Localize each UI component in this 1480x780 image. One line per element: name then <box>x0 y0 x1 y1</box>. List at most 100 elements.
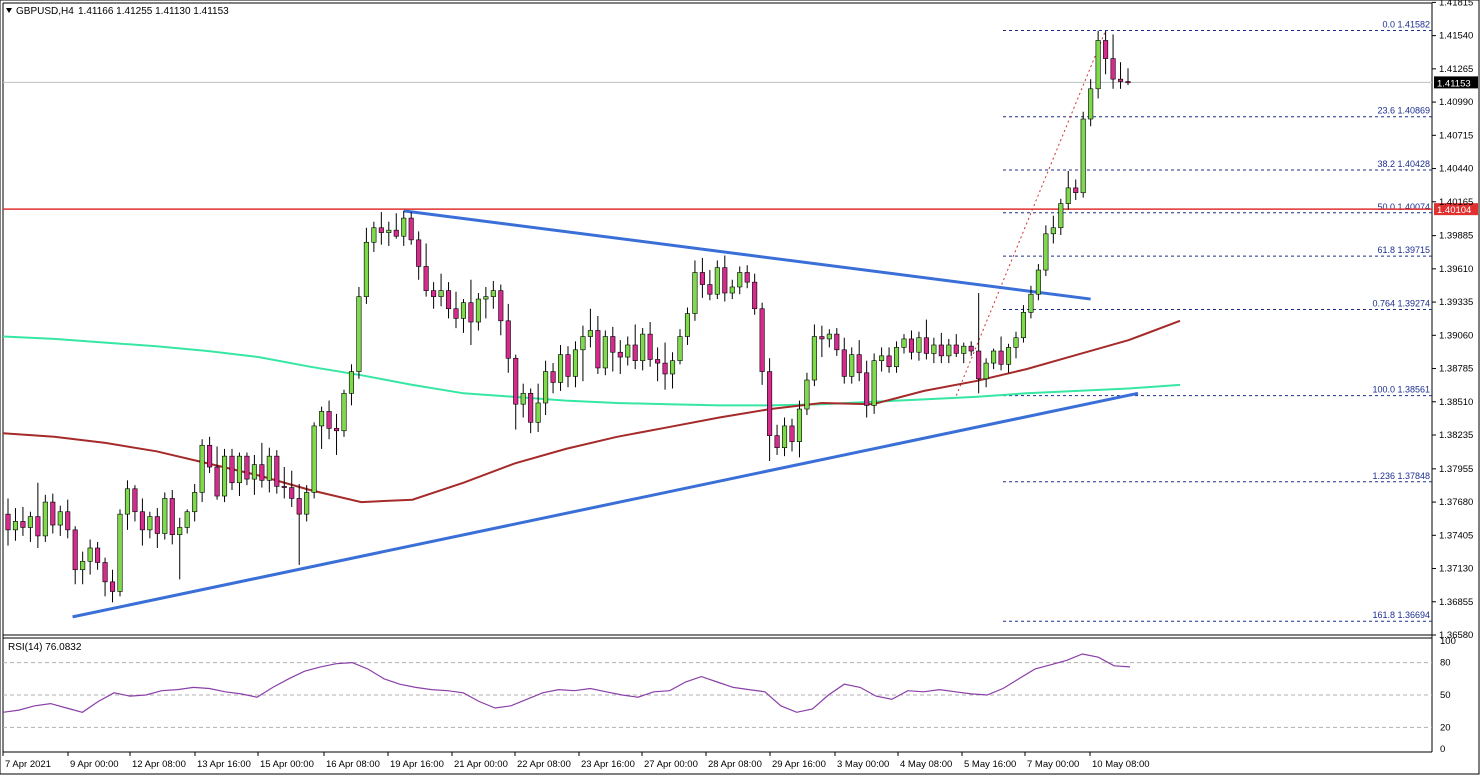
candle <box>333 413 340 455</box>
candlesticks <box>5 30 1131 603</box>
time-tick-label: 16 Apr 08:00 <box>326 759 380 770</box>
candle <box>251 454 257 495</box>
candle <box>1028 285 1034 319</box>
price-tick-label: 1.41815 <box>1439 0 1473 8</box>
candle <box>871 353 877 414</box>
candle-body <box>796 408 803 442</box>
candle <box>341 389 347 437</box>
candle <box>759 302 765 385</box>
fibonacci-levels: 0.0 1.41582 23.6 1.40869 38.2 1.40428 50.0 … <box>955 20 1432 622</box>
candle <box>677 329 683 365</box>
candle <box>35 482 41 548</box>
candle-body <box>199 444 205 493</box>
candle <box>968 341 974 356</box>
price-axis: 1.41815 1.41540 1.41265 1.40990 1.40715 1.404… <box>1432 0 1473 641</box>
candle <box>1073 179 1079 200</box>
candle-body <box>1058 203 1064 229</box>
candle <box>535 383 541 432</box>
candle <box>393 213 399 239</box>
candle-body <box>879 355 885 361</box>
candle-body <box>27 516 33 528</box>
candle-body <box>139 511 145 531</box>
candle-body <box>453 308 459 319</box>
candle-body <box>1125 81 1131 84</box>
candle <box>1005 343 1012 373</box>
candle <box>789 418 795 452</box>
candle <box>1043 225 1049 277</box>
candle <box>849 347 855 384</box>
candle-body <box>57 511 63 526</box>
candle-body <box>961 345 967 354</box>
candle <box>834 328 840 356</box>
candle-body <box>490 290 496 297</box>
candle-body <box>587 330 593 337</box>
candle-body <box>483 296 489 300</box>
candle <box>826 329 832 348</box>
candle-body <box>1103 40 1109 59</box>
candle-body <box>632 344 638 361</box>
candle <box>819 325 825 358</box>
candle <box>117 509 123 597</box>
candle <box>580 325 586 382</box>
candle <box>879 347 885 372</box>
collapse-triangle-icon <box>6 8 12 13</box>
fib-level-label: 23.6 1.40869 <box>1377 106 1430 116</box>
candle-body <box>87 547 93 562</box>
candle <box>363 227 369 304</box>
candle-body <box>684 313 691 337</box>
candle-body <box>12 521 19 531</box>
symbol-timeframe: GBPUSD,H4 <box>16 6 74 17</box>
time-tick-label: 19 Apr 16:00 <box>390 759 444 770</box>
time-tick-label: 23 Apr 16:00 <box>581 759 635 770</box>
candle-body <box>931 344 937 354</box>
candle-body <box>341 393 347 432</box>
candle-body <box>371 227 377 243</box>
candle <box>991 348 997 370</box>
candle-body <box>65 511 71 531</box>
price-tick-label: 1.36580 <box>1439 630 1473 641</box>
price-tick-label: 1.39060 <box>1439 330 1473 341</box>
candle <box>319 406 325 449</box>
candle <box>557 344 564 391</box>
candle <box>513 354 519 430</box>
candle <box>595 315 601 374</box>
candle <box>699 257 705 298</box>
candle-body <box>557 354 564 383</box>
candle <box>20 506 26 536</box>
candle <box>169 489 175 545</box>
candle <box>938 332 944 364</box>
candle-body <box>789 425 795 442</box>
candle <box>483 286 489 319</box>
candle <box>326 400 332 440</box>
candle-body <box>319 411 325 427</box>
candle <box>348 364 355 406</box>
time-tick-label: 28 Apr 08:00 <box>708 759 762 770</box>
candle-body <box>214 466 220 497</box>
candle-body <box>102 562 108 583</box>
candle-body <box>1035 269 1041 295</box>
candle <box>669 352 676 389</box>
rising-trendline <box>72 391 1139 619</box>
candle <box>856 340 862 382</box>
rsi-level-label: 20 <box>1440 722 1451 733</box>
fib-level-label: 0.764 1.39274 <box>1372 298 1430 308</box>
candle-body <box>998 350 1004 365</box>
candle <box>1080 111 1086 198</box>
candle <box>916 331 922 361</box>
candle <box>266 447 272 493</box>
falling-trendline <box>403 209 1091 301</box>
candle-body <box>229 455 235 484</box>
candle <box>998 336 1004 371</box>
candle-body <box>296 498 302 515</box>
candle <box>729 279 735 300</box>
resistance-price-label: 1.40104 <box>1437 205 1471 216</box>
candle-body <box>401 217 407 237</box>
candle <box>401 210 407 246</box>
candle-body <box>938 344 944 357</box>
candle-body <box>602 336 608 369</box>
candle <box>901 334 907 354</box>
candle <box>1058 198 1064 236</box>
chart-header: GBPUSD,H4 1.41166 1.41255 1.41130 1.4115… <box>6 6 229 17</box>
candle <box>528 388 534 434</box>
